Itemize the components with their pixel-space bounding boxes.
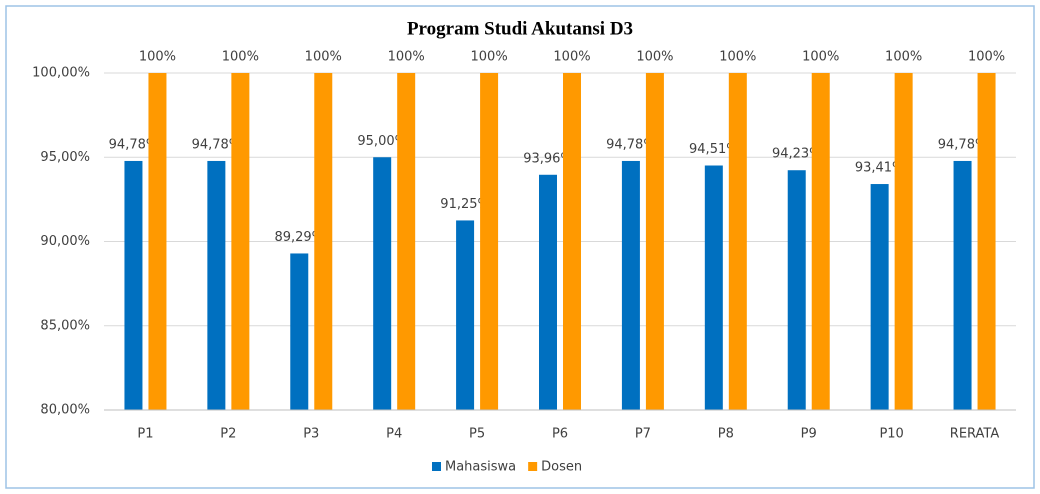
data-label: 100%: [305, 50, 342, 65]
bar: [621, 160, 640, 410]
bar: [397, 73, 416, 410]
data-label: 93,41%: [855, 161, 905, 176]
bar: [563, 73, 581, 410]
legend-swatch: [528, 462, 538, 471]
data-label: 91,25%: [440, 197, 490, 212]
bar: [290, 253, 309, 410]
data-label: 89,29%: [274, 230, 324, 245]
data-label: 95,00%: [357, 134, 407, 149]
data-label: 94,78%: [606, 137, 656, 152]
x-tick-label: P9: [801, 427, 817, 442]
y-tick-label: 95,00%: [40, 150, 90, 165]
data-label: 94,78%: [938, 137, 988, 152]
data-label: 100%: [885, 50, 922, 65]
x-tick-label: P2: [220, 427, 236, 442]
x-tick-label: P8: [718, 427, 734, 442]
bar: [456, 220, 475, 410]
x-tick-label: RERATA: [950, 427, 1000, 442]
legend-label: Dosen: [541, 460, 582, 475]
x-tick-label: P6: [552, 427, 568, 442]
data-label: 100%: [222, 50, 259, 65]
data-label: 94,23%: [772, 147, 822, 162]
bar: [231, 73, 250, 410]
bar: [870, 184, 889, 410]
x-tick-label: P5: [469, 427, 485, 442]
data-label: 100%: [802, 50, 839, 65]
data-label: 94,78%: [109, 137, 159, 152]
legend-label: Mahasiswa: [445, 460, 516, 475]
legend-swatch: [432, 462, 441, 471]
bar: [894, 73, 913, 410]
x-tick-label: P10: [879, 427, 903, 442]
data-label: 93,96%: [523, 151, 573, 166]
y-tick-label: 100,00%: [32, 66, 90, 81]
bar: [373, 157, 392, 410]
x-tick-label: P3: [303, 427, 319, 442]
bar: [953, 160, 972, 410]
data-label: 94,78%: [192, 137, 242, 152]
bar: [977, 73, 996, 410]
data-label: 100%: [388, 50, 425, 65]
bar: [148, 73, 167, 410]
data-label: 100%: [553, 50, 590, 65]
data-label: 94,51%: [689, 142, 739, 157]
bar: [207, 160, 226, 410]
x-tick-label: P7: [635, 427, 651, 442]
y-tick-label: 85,00%: [40, 318, 90, 333]
x-tick-label: P1: [137, 427, 153, 442]
data-label: 100%: [968, 50, 1005, 65]
bar: [787, 170, 806, 410]
bar: [480, 73, 499, 410]
chart-title: Program Studi Akutansi D3: [407, 18, 633, 39]
bar: [704, 165, 723, 410]
y-tick-label: 90,00%: [40, 234, 90, 249]
chart-border: [5, 5, 1035, 489]
y-tick-label: 80,00%: [40, 403, 90, 418]
data-label: 100%: [471, 50, 508, 65]
bar: [124, 160, 143, 410]
data-label: 100%: [636, 50, 673, 65]
x-tick-label: P4: [386, 427, 402, 442]
bar: [314, 73, 333, 410]
data-label: 100%: [719, 50, 756, 65]
bar: [811, 73, 830, 410]
bar: [539, 174, 557, 410]
bar: [645, 73, 664, 410]
data-label: 100%: [139, 50, 176, 65]
bar: [728, 73, 747, 410]
